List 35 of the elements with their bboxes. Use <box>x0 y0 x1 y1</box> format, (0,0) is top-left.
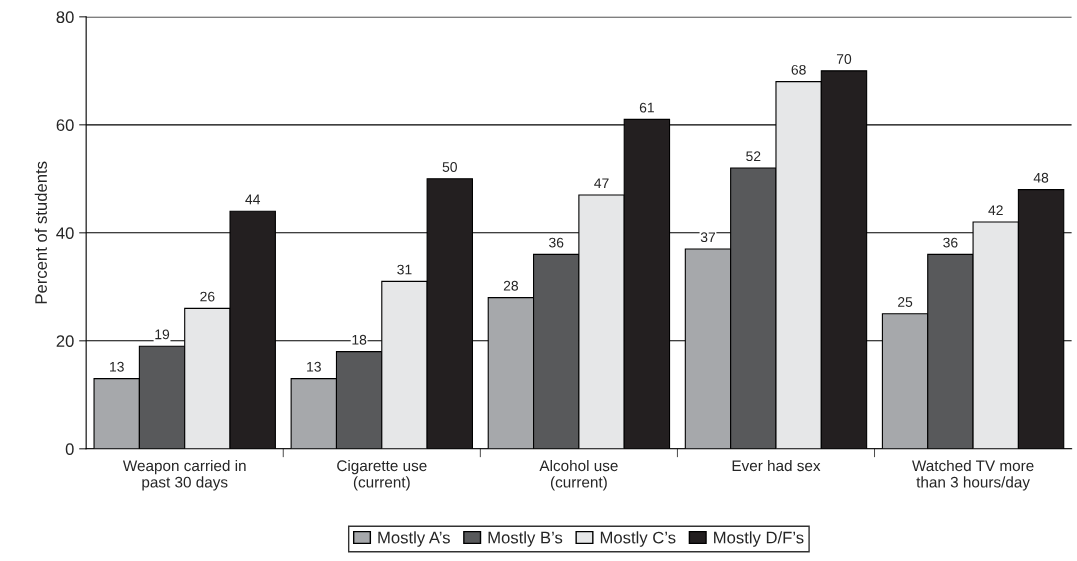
data-label: 44 <box>245 194 261 205</box>
data-label: 37 <box>700 232 716 243</box>
x-tick-label: Weapon carried in past 30 days <box>122 459 246 491</box>
y-tick-label: 40 <box>56 227 74 240</box>
data-label: 13 <box>110 361 124 372</box>
legend-label: Mostly B’s <box>488 531 563 547</box>
legend-label: Mostly A’s <box>378 531 450 547</box>
data-label: 42 <box>988 205 1003 215</box>
y-axis-title: Percent of students <box>34 161 47 304</box>
y-tick-label: 80 <box>56 11 74 24</box>
data-label: 26 <box>200 291 215 302</box>
data-label: 50 <box>442 162 457 172</box>
data-label: 36 <box>943 237 958 248</box>
data-label: 48 <box>1033 172 1049 183</box>
legend-label: Mostly D/F’s <box>714 531 804 547</box>
data-label: 70 <box>836 54 852 64</box>
y-tick-label: 60 <box>56 119 74 132</box>
data-label: 36 <box>549 237 564 248</box>
data-label: 25 <box>898 297 913 307</box>
data-label: 31 <box>397 264 412 275</box>
x-tick-label: Watched TV more than 3 hours/day <box>912 459 1034 491</box>
data-label: 68 <box>791 64 806 75</box>
x-tick-label: Cigarette use (current) <box>337 459 427 491</box>
data-label: 13 <box>307 361 321 372</box>
y-tick-label: 0 <box>65 443 74 455</box>
data-label: 47 <box>594 178 609 188</box>
data-label: 52 <box>746 151 761 162</box>
data-label: 18 <box>352 334 367 345</box>
data-label: 19 <box>155 329 170 340</box>
data-label: 61 <box>639 102 654 113</box>
y-tick-label: 20 <box>56 335 74 348</box>
legend-label: Mostly C’s <box>600 531 676 547</box>
x-tick-label: Ever had sex <box>732 459 821 472</box>
x-tick-label: Alcohol use (current) <box>539 459 618 491</box>
data-label: 28 <box>503 280 519 291</box>
